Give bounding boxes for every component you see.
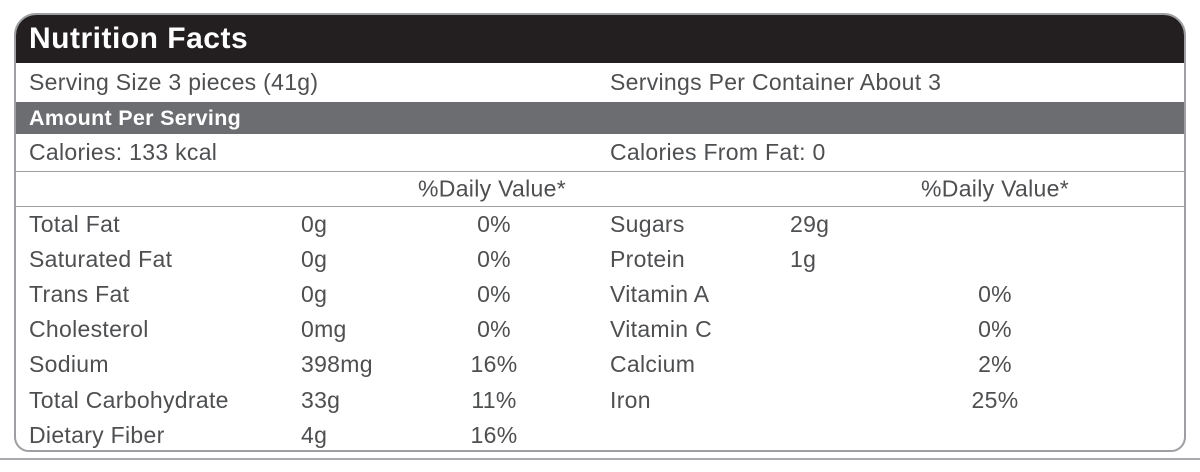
nutrient-name: Total Carbohydrate [29, 386, 229, 413]
nutrient-amount: 0g [301, 246, 328, 273]
nutrient-name: Vitamin A [610, 281, 710, 308]
nutrient-name: Total Fat [29, 211, 120, 238]
nutrient-row: Sugars 29g [600, 207, 1184, 242]
nutrient-dv: 0% [477, 281, 511, 308]
page-title: Nutrition Facts [29, 22, 249, 55]
servings-per-container: Servings Per Container About 3 [610, 69, 942, 95]
nutrient-dv: 0% [477, 211, 511, 238]
daily-value-header-left: %Daily Value* [418, 175, 566, 202]
nutrient-amount: 29g [790, 211, 830, 238]
daily-value-header-right: %Daily Value* [921, 175, 1069, 202]
nutrient-dv: 2% [978, 351, 1012, 378]
nutrient-dv: 0% [978, 316, 1012, 343]
serving-row: Serving Size 3 pieces (41g) Servings Per… [16, 63, 1184, 102]
nutrient-row: Calcium 2% [600, 347, 1184, 382]
nutrient-dv: 16% [470, 421, 518, 448]
nutrient-name: Cholesterol [29, 316, 149, 343]
nutrient-name: Iron [610, 386, 651, 413]
serving-size: Serving Size 3 pieces (41g) [29, 69, 319, 95]
nutrient-name: Calcium [610, 351, 696, 378]
nutrient-amount: 0mg [301, 316, 347, 343]
nutrient-amount: 0g [301, 281, 328, 308]
nutrient-name: Dietary Fiber [29, 421, 165, 448]
nutrient-dv: 0% [477, 316, 511, 343]
nutrient-amount: 1g [790, 246, 817, 273]
nutrient-name: Trans Fat [29, 281, 130, 308]
nutrient-dv: 25% [971, 386, 1019, 413]
nutrient-table: Total Fat 0g 0% Saturated Fat 0g 0% Tran… [16, 207, 1184, 450]
nutrient-amount: 398mg [301, 351, 373, 378]
nutrient-name: Protein [610, 246, 685, 273]
nutrient-amount: 4g [301, 421, 328, 448]
nutrient-dv: 0% [477, 246, 511, 273]
nutrient-row: Dietary Fiber 4g 16% [16, 418, 600, 450]
nutrient-row: Trans Fat 0g 0% [16, 277, 600, 312]
nutrient-row: Saturated Fat 0g 0% [16, 242, 600, 277]
nutrient-dv: 16% [470, 351, 518, 378]
nutrition-facts-label: Nutrition Facts Serving Size 3 pieces (4… [14, 13, 1186, 452]
nutrient-row: Vitamin C 0% [600, 312, 1184, 347]
nutrient-row: Protein 1g [600, 242, 1184, 277]
nutrient-name: Sugars [610, 211, 685, 238]
title-bar: Nutrition Facts [16, 15, 1184, 63]
calories-from-fat-value: Calories From Fat: 0 [610, 139, 826, 165]
nutrient-amount: 33g [301, 386, 341, 413]
nutrient-row: Iron 25% [600, 382, 1184, 417]
nutrient-column-right: Sugars 29g Protein 1g Vitamin A 0% Vitam… [600, 207, 1184, 450]
nutrient-row: Sodium 398mg 16% [16, 347, 600, 382]
nutrient-row: Total Fat 0g 0% [16, 207, 600, 242]
nutrient-name: Vitamin C [610, 316, 712, 343]
nutrient-dv: 0% [978, 281, 1012, 308]
bottom-rule [0, 458, 1200, 460]
calories-value: Calories: 133 kcal [29, 139, 218, 165]
daily-value-header-row: %Daily Value* %Daily Value* [16, 172, 1184, 207]
nutrient-row: Vitamin A 0% [600, 277, 1184, 312]
amount-per-serving-label: Amount Per Serving [29, 105, 242, 130]
nutrient-column-left: Total Fat 0g 0% Saturated Fat 0g 0% Tran… [16, 207, 600, 450]
nutrient-row: Cholesterol 0mg 0% [16, 312, 600, 347]
nutrient-row: Total Carbohydrate 33g 11% [16, 382, 600, 417]
nutrient-amount: 0g [301, 211, 328, 238]
nutrient-name: Sodium [29, 351, 109, 378]
calories-row: Calories: 133 kcal Calories From Fat: 0 [16, 134, 1184, 172]
amount-per-serving-bar: Amount Per Serving [16, 102, 1184, 134]
nutrient-dv: 11% [471, 386, 517, 413]
nutrient-name: Saturated Fat [29, 246, 173, 273]
